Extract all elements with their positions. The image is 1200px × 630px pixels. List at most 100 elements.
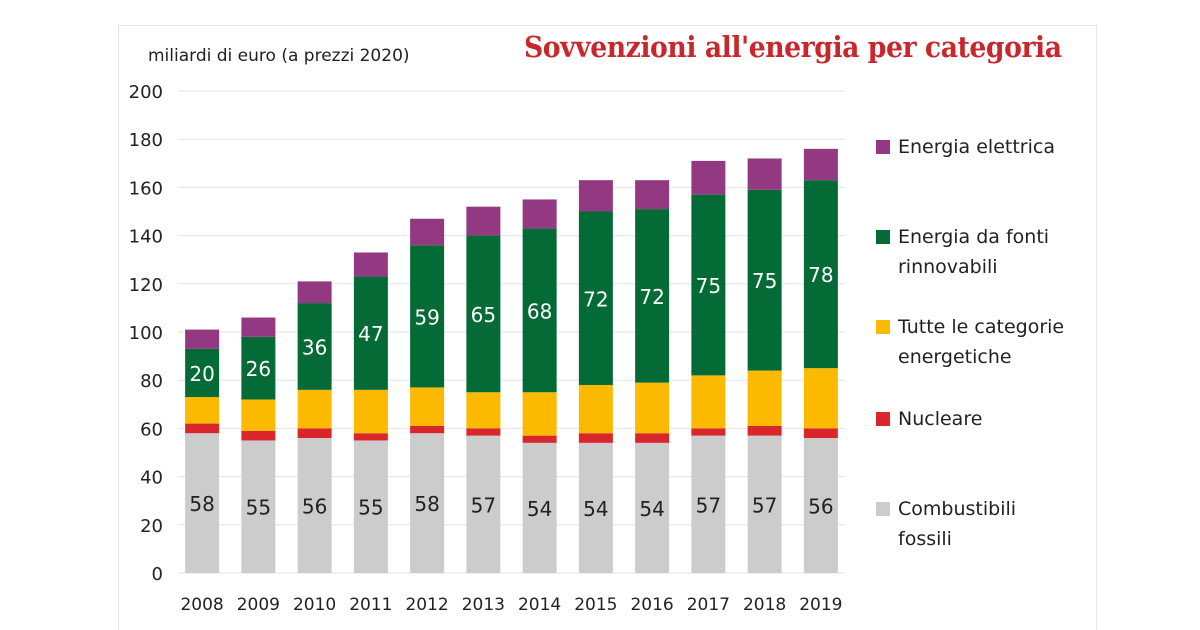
- data-label: 57: [471, 493, 496, 517]
- y-tick-label: 100: [129, 323, 163, 344]
- y-tick-label: 160: [129, 178, 163, 199]
- bar-segment: [353, 252, 388, 277]
- bar-segment: [353, 433, 388, 441]
- bar-segment: [353, 389, 388, 434]
- bar-segment: [691, 428, 726, 436]
- y-tick-label: 80: [140, 371, 163, 392]
- bar-segment: [466, 235, 501, 393]
- data-label: 58: [189, 492, 214, 516]
- bar-segment: [747, 425, 782, 436]
- bar-segment: [297, 281, 332, 304]
- data-label: 54: [583, 497, 608, 521]
- bar-segment: [578, 433, 613, 443]
- x-tick-label: 2009: [237, 595, 280, 615]
- data-label: 55: [246, 496, 271, 520]
- bar-segment: [185, 423, 220, 434]
- x-tick-label: 2011: [349, 595, 392, 615]
- bar-segment: [691, 375, 726, 429]
- bar-segment: [185, 348, 220, 398]
- y-tick-label: 200: [129, 82, 163, 103]
- x-tick-label: 2012: [405, 595, 448, 615]
- data-label: 65: [471, 303, 496, 327]
- bar-segment: [185, 397, 220, 424]
- x-tick-label: 2018: [743, 595, 786, 615]
- bar-segment: [297, 303, 332, 390]
- bar-segment: [691, 194, 726, 376]
- bar-segment: [578, 442, 613, 573]
- data-label: 75: [696, 274, 721, 298]
- bar-segment: [522, 392, 557, 436]
- legend-label: Combustibili: [898, 498, 1017, 520]
- bar-segment: [803, 368, 838, 429]
- y-tick-label: 60: [140, 419, 163, 440]
- data-label: 68: [527, 299, 552, 323]
- bar-segment: [297, 389, 332, 429]
- bar-segment: [691, 160, 726, 195]
- legend-swatch: [876, 230, 890, 244]
- bar-segment: [466, 206, 501, 236]
- bar-segment: [803, 438, 838, 573]
- bar-segment: [241, 440, 276, 573]
- y-tick-label: 40: [140, 468, 163, 489]
- x-tick-label: 2015: [574, 595, 617, 615]
- bar-segment: [241, 399, 276, 431]
- bar-segment: [522, 199, 557, 229]
- data-label: 57: [696, 493, 721, 517]
- bar-segment: [747, 435, 782, 573]
- chart-title: Sovvenzioni all'energia per categoria: [524, 30, 1062, 64]
- legend-swatch: [876, 320, 890, 334]
- x-tick-label: 2008: [180, 595, 223, 615]
- data-label: 75: [752, 269, 777, 293]
- x-tick-label: 2017: [687, 595, 730, 615]
- bar-segment: [803, 148, 838, 181]
- bar-segment: [635, 382, 670, 434]
- bar-segment: [466, 428, 501, 436]
- data-label: 36: [302, 335, 327, 359]
- data-label: 56: [808, 495, 833, 519]
- bar-segment: [747, 370, 782, 426]
- x-tick-label: 2013: [462, 595, 505, 615]
- bar-segment: [803, 428, 838, 439]
- data-label: 78: [808, 263, 833, 287]
- data-label: 56: [302, 495, 327, 519]
- y-tick-label: 180: [129, 130, 163, 151]
- legend-label: Energia da fonti: [898, 226, 1050, 248]
- legend-label: Nucleare: [898, 408, 983, 430]
- bar-segment: [297, 428, 332, 439]
- bar-segment: [466, 392, 501, 429]
- data-label: 54: [639, 497, 664, 521]
- data-label: 55: [358, 496, 383, 520]
- y-tick-label: 20: [140, 516, 163, 537]
- y-tick-label: 140: [129, 227, 163, 248]
- y-axis-label: miliardi di euro (a prezzi 2020): [148, 46, 410, 66]
- bar-segment: [578, 211, 613, 386]
- x-tick-label: 2016: [630, 595, 673, 615]
- bar-segment: [522, 442, 557, 573]
- bar-segment: [353, 276, 388, 390]
- bar-segment: [466, 435, 501, 573]
- data-label: 47: [358, 322, 383, 346]
- data-label: 72: [639, 285, 664, 309]
- data-label: 26: [246, 357, 271, 381]
- legend-swatch: [876, 412, 890, 426]
- data-label: 57: [752, 493, 777, 517]
- bar-segment: [241, 430, 276, 441]
- bar-segment: [410, 218, 445, 246]
- bar-segment: [747, 158, 782, 190]
- bar-segment: [410, 245, 445, 388]
- data-label: 72: [583, 287, 608, 311]
- data-label: 20: [189, 362, 214, 386]
- legend-label-line2: rinnovabili: [898, 256, 998, 278]
- bar-segment: [410, 433, 445, 573]
- data-label: 59: [414, 305, 439, 329]
- bar-segment: [185, 329, 220, 349]
- y-tick-label: 0: [152, 564, 163, 585]
- bar-segment: [635, 209, 670, 383]
- bar-segment: [241, 336, 276, 400]
- data-label: 58: [414, 492, 439, 516]
- bar-segment: [353, 440, 388, 573]
- legend-label: Energia elettrica: [898, 136, 1055, 158]
- y-tick-label: 120: [129, 275, 163, 296]
- bar-segment: [185, 433, 220, 573]
